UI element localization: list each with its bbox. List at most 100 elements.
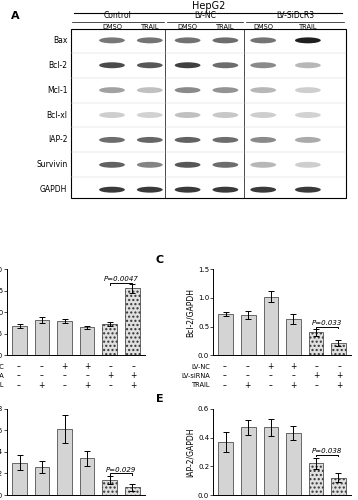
Text: DMSO: DMSO bbox=[253, 24, 273, 30]
Text: IAP-2: IAP-2 bbox=[48, 136, 67, 144]
Text: +: + bbox=[84, 362, 91, 371]
Ellipse shape bbox=[250, 87, 276, 93]
Ellipse shape bbox=[137, 162, 163, 168]
Text: Control: Control bbox=[104, 10, 132, 20]
Bar bbox=[57, 321, 72, 356]
Bar bbox=[12, 462, 27, 495]
Text: TRAIL: TRAIL bbox=[141, 24, 159, 30]
Ellipse shape bbox=[250, 137, 276, 143]
Text: LV-NC: LV-NC bbox=[192, 364, 211, 370]
Text: E: E bbox=[156, 394, 163, 404]
Bar bbox=[241, 428, 256, 495]
Text: P=0.033: P=0.033 bbox=[312, 320, 342, 326]
Ellipse shape bbox=[175, 62, 200, 68]
Ellipse shape bbox=[99, 186, 125, 192]
Ellipse shape bbox=[175, 137, 200, 143]
Bar bbox=[241, 315, 256, 356]
Text: TRAIL: TRAIL bbox=[0, 382, 4, 388]
Text: HepG2: HepG2 bbox=[192, 1, 225, 11]
Bar bbox=[71, 28, 346, 198]
Text: +: + bbox=[290, 381, 297, 390]
Ellipse shape bbox=[250, 38, 276, 44]
Text: +: + bbox=[290, 362, 297, 371]
Text: –: – bbox=[269, 372, 272, 380]
Text: LV-siRNA: LV-siRNA bbox=[0, 373, 4, 379]
Ellipse shape bbox=[137, 62, 163, 68]
Text: –: – bbox=[269, 381, 272, 390]
Ellipse shape bbox=[250, 186, 276, 192]
Text: DMSO: DMSO bbox=[102, 24, 122, 30]
Text: Mcl-1: Mcl-1 bbox=[47, 86, 67, 94]
Text: Survivin: Survivin bbox=[36, 160, 67, 170]
Text: –: – bbox=[131, 362, 135, 371]
Text: LV-NC: LV-NC bbox=[0, 364, 4, 370]
Text: TRAIL: TRAIL bbox=[192, 382, 211, 388]
Ellipse shape bbox=[99, 137, 125, 143]
Ellipse shape bbox=[213, 137, 238, 143]
Ellipse shape bbox=[213, 87, 238, 93]
Text: LV-NC: LV-NC bbox=[194, 10, 216, 20]
Ellipse shape bbox=[250, 62, 276, 68]
Ellipse shape bbox=[137, 112, 163, 118]
Text: –: – bbox=[63, 381, 66, 390]
Ellipse shape bbox=[175, 38, 200, 44]
Text: P=0.029: P=0.029 bbox=[106, 467, 136, 473]
Text: –: – bbox=[338, 362, 341, 371]
Text: P=0.0047: P=0.0047 bbox=[103, 276, 139, 282]
Bar bbox=[286, 319, 301, 356]
Text: –: – bbox=[40, 372, 43, 380]
Text: +: + bbox=[245, 381, 251, 390]
Text: –: – bbox=[223, 381, 227, 390]
Text: +: + bbox=[61, 362, 68, 371]
Ellipse shape bbox=[295, 38, 321, 44]
Bar bbox=[331, 478, 346, 495]
Text: +: + bbox=[267, 362, 274, 371]
Text: –: – bbox=[63, 372, 66, 380]
Text: +: + bbox=[130, 381, 136, 390]
Ellipse shape bbox=[175, 186, 200, 192]
Text: Bcl-2: Bcl-2 bbox=[48, 61, 67, 70]
Text: +: + bbox=[336, 381, 343, 390]
Text: –: – bbox=[108, 362, 112, 371]
Ellipse shape bbox=[213, 186, 238, 192]
Text: C: C bbox=[156, 254, 164, 264]
Ellipse shape bbox=[99, 62, 125, 68]
Ellipse shape bbox=[137, 137, 163, 143]
Bar bbox=[80, 458, 95, 495]
Ellipse shape bbox=[295, 186, 321, 192]
Bar bbox=[102, 480, 117, 495]
Text: GAPDH: GAPDH bbox=[40, 185, 67, 194]
Bar bbox=[286, 433, 301, 495]
Text: DMSO: DMSO bbox=[178, 24, 198, 30]
Text: +: + bbox=[38, 381, 45, 390]
Ellipse shape bbox=[213, 162, 238, 168]
Text: +: + bbox=[107, 372, 113, 380]
Text: –: – bbox=[40, 362, 43, 371]
Bar bbox=[309, 332, 323, 355]
Bar bbox=[218, 442, 233, 495]
Text: +: + bbox=[130, 372, 136, 380]
Bar bbox=[80, 328, 95, 355]
Ellipse shape bbox=[295, 87, 321, 93]
Text: –: – bbox=[292, 372, 295, 380]
Bar bbox=[331, 342, 346, 355]
Ellipse shape bbox=[137, 186, 163, 192]
Ellipse shape bbox=[99, 112, 125, 118]
Ellipse shape bbox=[213, 62, 238, 68]
Text: –: – bbox=[17, 372, 20, 380]
Text: Bcl-xl: Bcl-xl bbox=[46, 110, 67, 120]
Text: LV-siRNA: LV-siRNA bbox=[182, 373, 211, 379]
Bar bbox=[35, 320, 49, 356]
Text: –: – bbox=[246, 362, 250, 371]
Text: TRAIL: TRAIL bbox=[299, 24, 317, 30]
Ellipse shape bbox=[295, 162, 321, 168]
Bar bbox=[125, 288, 140, 356]
Text: +: + bbox=[84, 381, 91, 390]
Ellipse shape bbox=[99, 162, 125, 168]
Ellipse shape bbox=[250, 162, 276, 168]
Text: Bax: Bax bbox=[53, 36, 67, 45]
Text: –: – bbox=[246, 372, 250, 380]
Ellipse shape bbox=[213, 38, 238, 44]
Ellipse shape bbox=[175, 87, 200, 93]
Text: –: – bbox=[223, 372, 227, 380]
